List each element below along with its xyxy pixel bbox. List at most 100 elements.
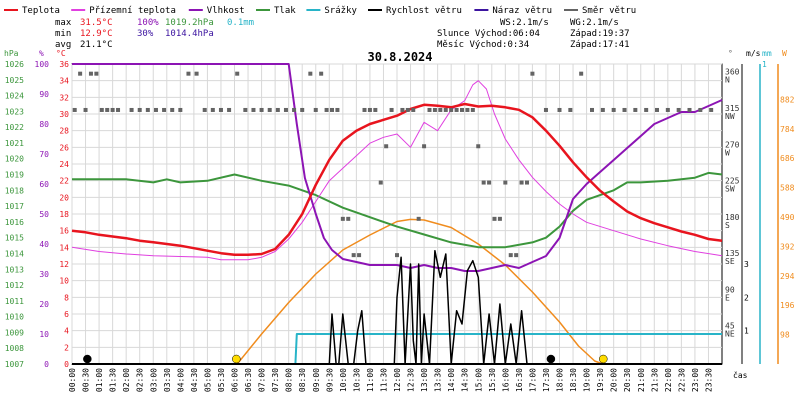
info-wg: WG:2.1m/s: [570, 18, 619, 28]
tick-label-deg: 315: [725, 104, 740, 113]
tick-label-hpa: 1021: [5, 139, 24, 148]
legend-label: Směr větru: [582, 6, 636, 16]
tick-label-hpa: 1014: [5, 249, 24, 258]
tick-label-deg: 45: [725, 322, 735, 331]
tick-label-pct: 0: [44, 360, 49, 369]
unit-ms: m/s: [746, 49, 761, 58]
tick-label-time: 17:00: [528, 368, 537, 392]
wind-dir-point: [557, 107, 562, 112]
unit-mm: mm: [762, 49, 772, 58]
tick-label-pct: 50: [39, 210, 49, 219]
tick-label-hpa: 1011: [5, 297, 24, 306]
wind-dir-point: [460, 107, 464, 112]
wind-dir-point: [476, 144, 481, 149]
legend-item: Rychlost větru: [368, 6, 462, 16]
tick-label-time: 01:00: [95, 368, 104, 392]
wind-dir-point: [357, 253, 362, 258]
tick-label-hpa: 1009: [5, 328, 24, 337]
tick-label-hpa: 1010: [5, 313, 24, 322]
tick-label-hpa: 1022: [5, 123, 24, 132]
legend-label: Přízemní teplota: [89, 6, 176, 16]
tick-label-ms: 2: [744, 293, 749, 302]
legend-label: Tlak: [274, 6, 296, 16]
wind-dir-point: [72, 107, 77, 112]
wind-dir-point: [481, 180, 486, 185]
stat-max-temp: 31.5°C: [80, 18, 113, 28]
tick-label-time: 21:30: [650, 368, 659, 392]
tick-label-pct: 20: [39, 300, 49, 309]
tick-label-wm2: 882: [780, 95, 795, 104]
tick-label-deg: 90: [725, 285, 735, 294]
tick-label-degc: 30: [59, 110, 69, 119]
info-ws: WS:2.1m/s: [500, 18, 549, 28]
legend-item: Vlhkost: [188, 6, 245, 16]
wind-dir-point: [709, 107, 714, 112]
wind-dir-point: [465, 107, 470, 112]
wind-dir-point: [665, 107, 670, 112]
legend-label: Rychlost větru: [386, 6, 462, 16]
wind-dir-point: [178, 107, 183, 112]
tick-label-wm2: 392: [780, 242, 795, 251]
wind-dir-point: [243, 107, 248, 112]
wind-dir-point: [687, 107, 692, 112]
wind-dir-point: [698, 107, 703, 112]
wind-dir-point: [308, 71, 313, 76]
wind-dir-point: [543, 107, 548, 112]
stat-min-hum: 30%: [137, 29, 154, 39]
wind-dir-point: [416, 216, 421, 221]
wind-dir-point: [110, 107, 115, 112]
legend-label: Vlhkost: [207, 6, 245, 16]
tick-label-pct: 60: [39, 180, 49, 189]
legend-item: Teplota: [4, 6, 60, 16]
wind-dir-point: [267, 107, 272, 112]
tick-label-dir: E: [725, 293, 730, 302]
tick-label-degc: 16: [59, 227, 69, 236]
wind-dir-point: [389, 107, 394, 112]
wind-dir-point: [162, 107, 167, 112]
tick-label-wm2: 196: [780, 301, 795, 310]
stat-max-hum: 100%: [137, 18, 159, 28]
tick-label-dir: N: [725, 76, 730, 85]
tick-label-degc: 18: [59, 210, 69, 219]
legend-label: Srážky: [324, 6, 357, 16]
wind-dir-point: [94, 71, 99, 76]
tick-label-pct: 10: [39, 330, 49, 339]
wind-dir-point: [275, 107, 280, 112]
info-sun: Slunce Východ:06:04: [437, 29, 540, 39]
tick-label-dir: NE: [725, 330, 735, 339]
wind-dir-point: [319, 71, 324, 76]
legend-item: Přízemní teplota: [71, 6, 176, 16]
wind-dir-point: [283, 107, 288, 112]
tick-label-hpa: 1025: [5, 76, 24, 85]
wind-dir-point: [454, 107, 459, 112]
series-pressure: [72, 171, 723, 249]
wind-dir-point: [88, 71, 93, 76]
wind-dir-point: [492, 216, 497, 221]
tick-label-hpa: 1026: [5, 60, 24, 69]
tick-label-time: 13:30: [434, 368, 443, 392]
wind-dir-point: [99, 107, 104, 112]
tick-label-wm2: 98: [780, 331, 790, 340]
wind-dir-point: [676, 107, 681, 112]
wind-dir-point: [395, 253, 399, 258]
tick-label-time: 04:00: [176, 368, 185, 392]
tick-label-pct: 90: [39, 90, 49, 99]
tick-label-wm2: 686: [780, 154, 795, 163]
tick-label-time: 14:00: [447, 368, 456, 392]
tick-label-degc: 4: [64, 327, 69, 336]
tick-label-time: 16:00: [501, 368, 510, 392]
tick-label-time: 09:30: [325, 368, 334, 392]
wind-dir-point: [340, 216, 345, 221]
tick-label-time: 06:30: [244, 368, 253, 392]
legend-item: Směr větru: [564, 6, 636, 16]
tick-label-time: 01:30: [109, 368, 118, 392]
series-wind-speed: [72, 249, 722, 365]
tick-label-time: 14:30: [461, 368, 470, 392]
tick-label-time: 10:00: [339, 368, 348, 392]
tick-label-degc: 34: [59, 77, 69, 86]
stat-min-press: 1014.4hPa: [165, 29, 214, 39]
tick-label-time: 12:00: [393, 368, 402, 392]
series-solar: [236, 218, 604, 365]
tick-label-pct: 40: [39, 240, 49, 249]
